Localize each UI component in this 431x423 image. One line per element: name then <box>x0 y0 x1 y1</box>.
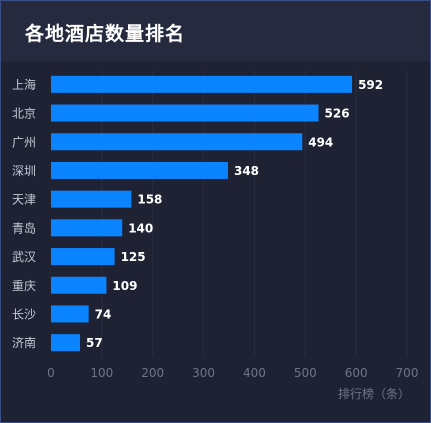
x-tick-label: 700 <box>396 366 419 380</box>
category-label: 天津 <box>12 193 36 207</box>
value-label: 526 <box>325 107 350 121</box>
value-label: 158 <box>137 193 162 207</box>
bar <box>51 133 303 151</box>
category-label: 深圳 <box>12 164 36 178</box>
x-tick-label: 0 <box>47 366 55 380</box>
category-label: 青岛 <box>12 220 36 235</box>
category-label: 济南 <box>12 335 36 350</box>
value-label: 57 <box>86 336 103 350</box>
bar <box>51 219 123 237</box>
value-label: 74 <box>95 307 112 321</box>
bar <box>51 75 353 93</box>
x-tick-label: 500 <box>294 366 317 380</box>
value-label: 494 <box>308 135 333 149</box>
x-tick-label: 400 <box>243 366 266 380</box>
category-label: 北京 <box>12 107 36 121</box>
bar <box>51 248 115 266</box>
value-label: 125 <box>121 250 146 264</box>
x-tick-label: 100 <box>90 366 113 380</box>
x-axis-label: 排行榜（条） <box>338 386 410 401</box>
bar <box>51 190 132 208</box>
bar <box>51 276 107 294</box>
category-label: 长沙 <box>12 307 36 321</box>
x-tick-label: 600 <box>345 366 368 380</box>
bar <box>51 161 228 179</box>
x-tick-label: 200 <box>141 366 164 380</box>
category-label: 重庆 <box>12 279 36 293</box>
category-label: 广州 <box>12 135 36 149</box>
value-label: 348 <box>234 164 259 178</box>
category-label: 上海 <box>12 77 36 92</box>
bar <box>51 104 319 122</box>
value-label: 592 <box>358 78 383 92</box>
panel-header: 各地酒店数量排名 <box>1 1 430 61</box>
category-label: 武汉 <box>12 250 36 264</box>
bar <box>51 305 89 323</box>
x-tick-label: 300 <box>192 366 215 380</box>
value-label: 140 <box>128 221 153 235</box>
chart-title: 各地酒店数量排名 <box>25 23 186 45</box>
value-label: 109 <box>112 279 137 293</box>
bar <box>51 334 80 352</box>
